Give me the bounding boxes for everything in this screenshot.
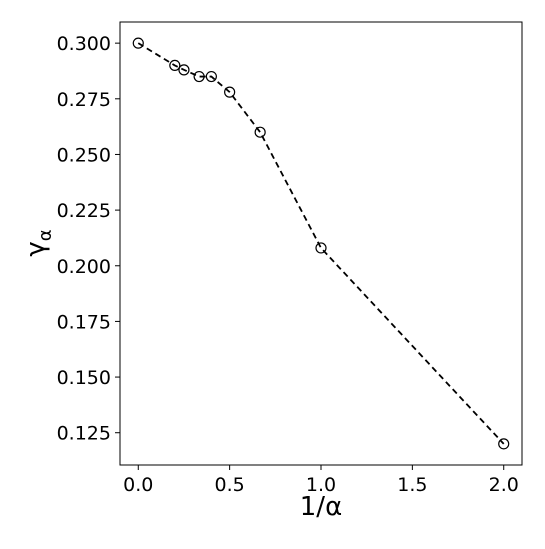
data-point xyxy=(498,438,510,450)
data-point xyxy=(132,37,144,49)
y-axis-label: γα xyxy=(21,229,56,256)
x-tick-label: 1.5 xyxy=(397,474,427,496)
x-tick-label: 0.0 xyxy=(123,474,153,496)
y-tick-label: 0.225 xyxy=(57,200,111,222)
y-tick-label: 0.250 xyxy=(57,144,111,166)
data-line xyxy=(137,42,505,445)
x-tick-label: 2.0 xyxy=(489,474,519,496)
y-label-symbol: γ xyxy=(21,241,51,256)
y-tick-label: 0.300 xyxy=(57,33,111,55)
data-point xyxy=(315,242,327,254)
y-tick-label: 0.150 xyxy=(57,367,111,389)
data-point xyxy=(178,64,190,76)
y-label-subscript: α xyxy=(35,229,56,241)
y-tick-label: 0.175 xyxy=(57,311,111,333)
data-point xyxy=(205,70,217,83)
y-tick-label: 0.125 xyxy=(57,423,111,445)
data-point xyxy=(224,86,236,98)
x-tick-label: 1.0 xyxy=(306,474,336,496)
y-tick-label: 0.275 xyxy=(57,89,111,111)
data-point xyxy=(169,59,181,72)
y-tick-label: 0.200 xyxy=(57,256,111,278)
x-tick-label: 0.5 xyxy=(215,474,245,496)
x-axis-label: 1/α xyxy=(300,492,342,522)
data-point xyxy=(193,70,205,83)
data-point xyxy=(254,126,266,138)
